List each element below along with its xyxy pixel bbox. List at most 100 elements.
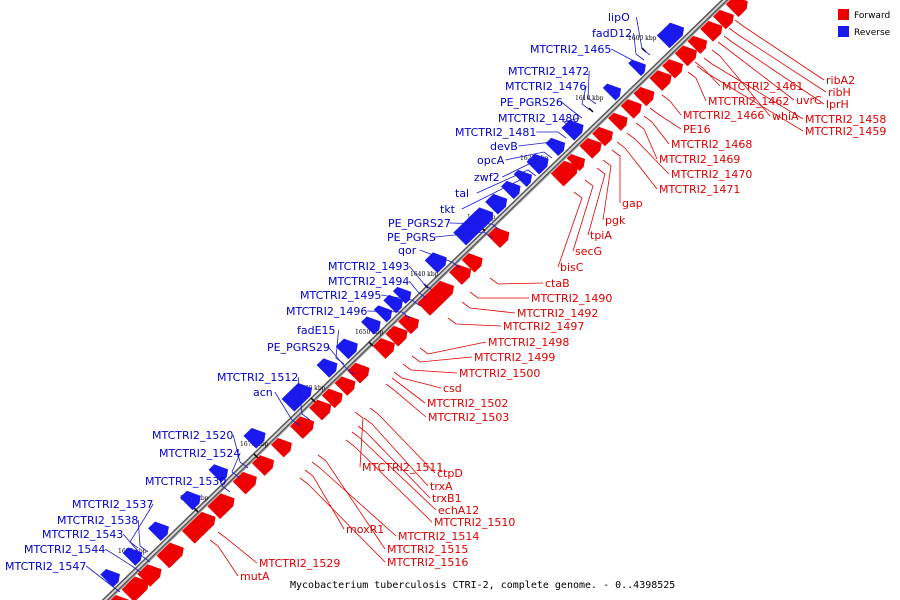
gene-label-pgk: pgk [605,214,626,227]
forward-gene-block [334,376,356,396]
forward-leader-line [345,439,433,523]
gene-label-mtctri2-1529: MTCTRI2_1529 [259,557,340,570]
gene-label-mtctri2-1496: MTCTRI2_1496 [286,305,367,318]
reverse-gene-block [501,180,521,200]
forward-leader-line [351,431,437,511]
forward-gene-block [385,325,408,347]
legend-reverse-swatch [838,26,849,37]
forward-gene-block [713,9,734,30]
gene-label-mtctri2-1492: MTCTRI2_1492 [517,307,598,320]
forward-gene-block [156,542,184,569]
gene-label-mtctri2-1538: MTCTRI2_1538 [57,514,138,527]
forward-gene-block [449,264,472,285]
gene-label-mtctri2-1470: MTCTRI2_1470 [671,168,752,181]
gene-label-acn: acn [253,386,273,399]
reverse-leader-line [297,376,311,421]
forward-leader-line [447,317,502,327]
forward-leader-line [402,363,458,374]
gene-label-mtctri2-1511: MTCTRI2_1511 [362,461,443,474]
reverse-leader-line [408,280,427,299]
legend-reverse-label: Reverse [854,28,891,38]
forward-gene-block [110,595,130,600]
forward-gene-block [687,35,708,54]
forward-leader-line [369,407,436,474]
forward-gene-block [372,338,395,359]
gene-label-mtctri2-1543: MTCTRI2_1543 [42,528,123,541]
reverse-leader-line [435,231,493,239]
forward-leader-line [728,27,827,93]
gene-label-pe-pgrs29: PE_PGRS29 [267,341,330,354]
gene-label-mtctri2-1462: MTCTRI2_1462 [708,95,789,108]
forward-gene-block [608,112,628,131]
genome-axis [101,0,730,600]
gene-label-mtctri2-1480: MTCTRI2_1480 [498,112,579,125]
gene-label-mtctri2-1466: MTCTRI2_1466 [683,109,764,122]
reverse-leader-line [502,159,546,178]
reverse-leader-line [587,70,597,105]
gene-label-mtctri2-1520: MTCTRI2_1520 [152,429,233,442]
gene-label-mtctri2-1530: MTCTRI2_1530 [145,475,226,488]
forward-leader-line [385,383,427,418]
reverse-leader-line [408,265,433,291]
reverse-gene-block [335,338,358,360]
forward-gene-block [290,416,315,439]
forward-gene-block [271,437,292,458]
gene-label-ctab: ctaB [545,277,570,290]
gene-label-mtctri2-1500: MTCTRI2_1500 [459,367,540,380]
gene-label-ribh: ribH [828,86,851,99]
reverse-gene-block [361,316,381,335]
reverse-gene-block [179,490,201,511]
reverse-leader-line [636,16,651,56]
reverse-gene-block [208,464,229,483]
forward-leader-line [661,94,682,116]
genome-caption: Mycobacterium tuberculosis CTRI-2, compl… [290,580,675,591]
forward-leader-line [419,341,487,355]
gene-label-mtctri2-1524: MTCTRI2_1524 [159,447,240,460]
forward-leader-line [694,61,721,87]
gene-label-mtctri2-1469: MTCTRI2_1469 [659,153,740,166]
label-leader-lines [85,16,827,593]
reverse-gene-block [148,521,169,542]
reverse-gene-block [602,83,622,101]
reverse-leader-line [611,48,641,67]
gene-label-lipo: lipO [608,11,630,24]
forward-leader-line [393,371,442,389]
reverse-leader-line [505,151,553,161]
gene-label-secg: secG [575,245,602,258]
gene-label-gap: gap [622,197,643,210]
tick-mark [310,397,316,403]
reverse-leader-line [367,310,411,319]
forward-leader-line [317,454,386,550]
forward-leader-line [217,531,258,564]
forward-gene-block [620,99,642,119]
forward-leader-line [557,191,583,268]
forward-leader-line [354,411,364,468]
forward-gene-block [700,20,723,42]
reverse-gene-block [281,382,313,412]
forward-gene-block [347,362,370,384]
forward-leader-line [587,167,606,236]
gene-label-mtctri2-1503: MTCTRI2_1503 [428,411,509,424]
reverse-gene-block [243,427,266,449]
reverse-gene-block [526,153,549,175]
forward-leader-line [411,355,473,363]
forward-leader-line [572,179,594,252]
legend-forward-swatch [838,9,849,20]
gene-label-mtctri2-1512: MTCTRI2_1512 [217,371,298,384]
forward-gene-block [674,45,697,67]
forward-gene-block [181,511,216,544]
gene-label-mtctri2-1472: MTCTRI2_1472 [508,65,589,78]
forward-gene-block [461,253,483,273]
gene-label-riba2: ribA2 [826,74,855,87]
reverse-gene-block [561,119,584,141]
forward-leader-line [723,35,825,105]
forward-leader-line [643,115,670,145]
gene-label-mtctri2-1493: MTCTRI2_1493 [328,260,409,273]
reverse-leader-line [274,391,301,427]
gene-label-mtctri2-1547: MTCTRI2_1547 [5,560,86,573]
forward-leader-line [616,141,658,190]
gene-label-tkt: tkt [440,203,456,216]
forward-gene-block [550,160,579,187]
